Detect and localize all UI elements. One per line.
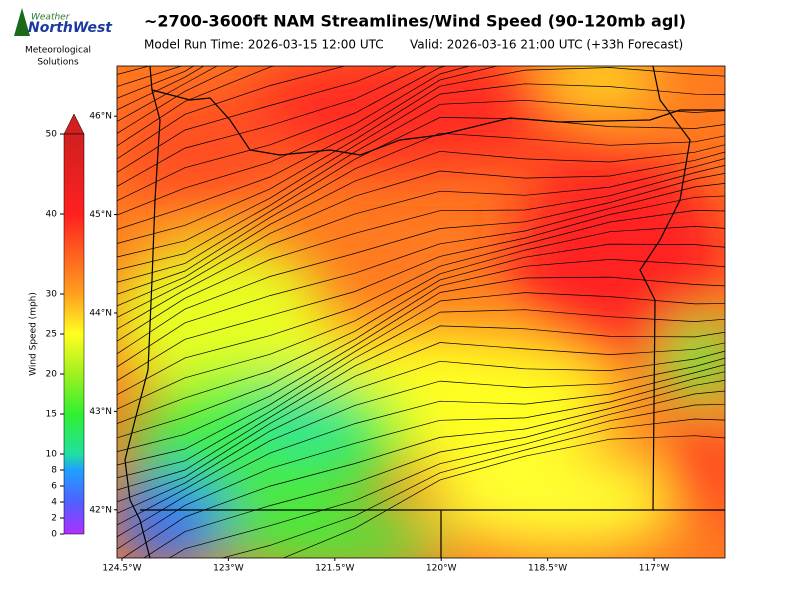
- colorbar-tick-label: 2: [51, 514, 57, 524]
- colorbar-tick-label: 0: [51, 530, 57, 540]
- streamline: [122, 379, 725, 558]
- x-tick-label: 120°W: [426, 564, 457, 574]
- y-tick-label: 46°N: [89, 112, 112, 122]
- streamline: [117, 164, 725, 342]
- streamline: [117, 259, 725, 439]
- streamline: [117, 342, 725, 503]
- borders: [124, 66, 725, 558]
- colorbar-tick-label: 10: [46, 450, 58, 460]
- streamline: [117, 210, 725, 396]
- streamline: [117, 132, 725, 295]
- streamline: [117, 66, 218, 122]
- colorbar-tick-label: 4: [51, 498, 57, 508]
- x-tick-label: 118.5°W: [528, 564, 567, 574]
- y-tick-label: 42°N: [89, 505, 112, 515]
- streamline: [117, 309, 725, 479]
- streamline: [117, 144, 725, 307]
- streamline: [220, 418, 725, 558]
- streamline: [143, 390, 725, 558]
- streamline: [117, 99, 725, 271]
- streamline: [117, 350, 725, 514]
- streamline: [117, 371, 725, 550]
- y-tick-label: 45°N: [89, 210, 112, 220]
- title: ~2700-3600ft NAM Streamlines/Wind Speed …: [144, 12, 686, 31]
- streamline: [117, 66, 499, 230]
- map-frame: [116, 65, 726, 559]
- x-tick-label: 121.5°W: [315, 564, 354, 574]
- streamline: [117, 66, 447, 202]
- logo-tree: [14, 8, 30, 36]
- streamline: [117, 66, 239, 134]
- model-run: Model Run Time: 2026-03-15 12:00 UTC: [144, 38, 384, 52]
- streamline: [117, 66, 398, 173]
- streamline: [282, 435, 725, 558]
- streamline: [117, 357, 725, 526]
- colorbar-tick-label: 30: [46, 290, 58, 300]
- streamline: [100, 0, 780, 66]
- streamline: [117, 117, 725, 283]
- wind-field: [100, 0, 780, 558]
- logo-brand: NorthWest: [28, 20, 113, 36]
- streamline: [117, 276, 725, 453]
- ticks: 0 2 4 6 8 10 15 20 25 30 40 50 124.5°W 123°W 121.5°W 12…: [46, 112, 670, 574]
- logo-org: Meteorological: [25, 46, 91, 56]
- streamline: [168, 403, 725, 558]
- logo-brand-top: Weather: [31, 13, 71, 23]
- y-tick-label: 44°N: [89, 308, 112, 318]
- x-tick-label: 123°W: [213, 564, 244, 574]
- colorbar-tick-label: 8: [51, 466, 57, 476]
- streamlines: [100, 0, 780, 558]
- y-tick-label: 43°N: [89, 407, 112, 417]
- streamline: [117, 66, 427, 187]
- colorbar-label: Wind Speed (mph): [29, 292, 39, 376]
- streamline: [117, 195, 725, 382]
- streamline: [117, 173, 725, 355]
- streamline: [117, 183, 725, 368]
- streamline: [117, 66, 471, 216]
- streamline: [117, 83, 725, 258]
- streamline: [117, 151, 725, 318]
- colorbar-tick-label: 40: [46, 210, 58, 220]
- streamline: [117, 226, 725, 410]
- streamline: [117, 325, 725, 491]
- streamline: [117, 292, 725, 466]
- colorbar-tick-label: 25: [46, 330, 57, 340]
- colorbar-extend: [63, 113, 85, 135]
- streamline: [117, 158, 725, 330]
- colorbar-tick-label: 15: [46, 410, 57, 420]
- streamline: [117, 243, 725, 424]
- x-tick-label: 124.5°W: [102, 564, 141, 574]
- colorbar-tick-label: 20: [46, 370, 58, 380]
- streamline: [117, 66, 276, 147]
- colorbar-tick-label: 50: [46, 130, 58, 140]
- colorbar: [63, 133, 85, 535]
- x-tick-label: 117°W: [639, 564, 670, 574]
- colorbar-tick-label: 6: [51, 482, 57, 492]
- logo-org: Solutions: [37, 58, 79, 68]
- valid-time: Valid: 2026-03-16 21:00 UTC (+33h Foreca…: [410, 38, 683, 52]
- streamline: [117, 67, 725, 244]
- streamline: [117, 66, 347, 160]
- streamline: [117, 364, 725, 538]
